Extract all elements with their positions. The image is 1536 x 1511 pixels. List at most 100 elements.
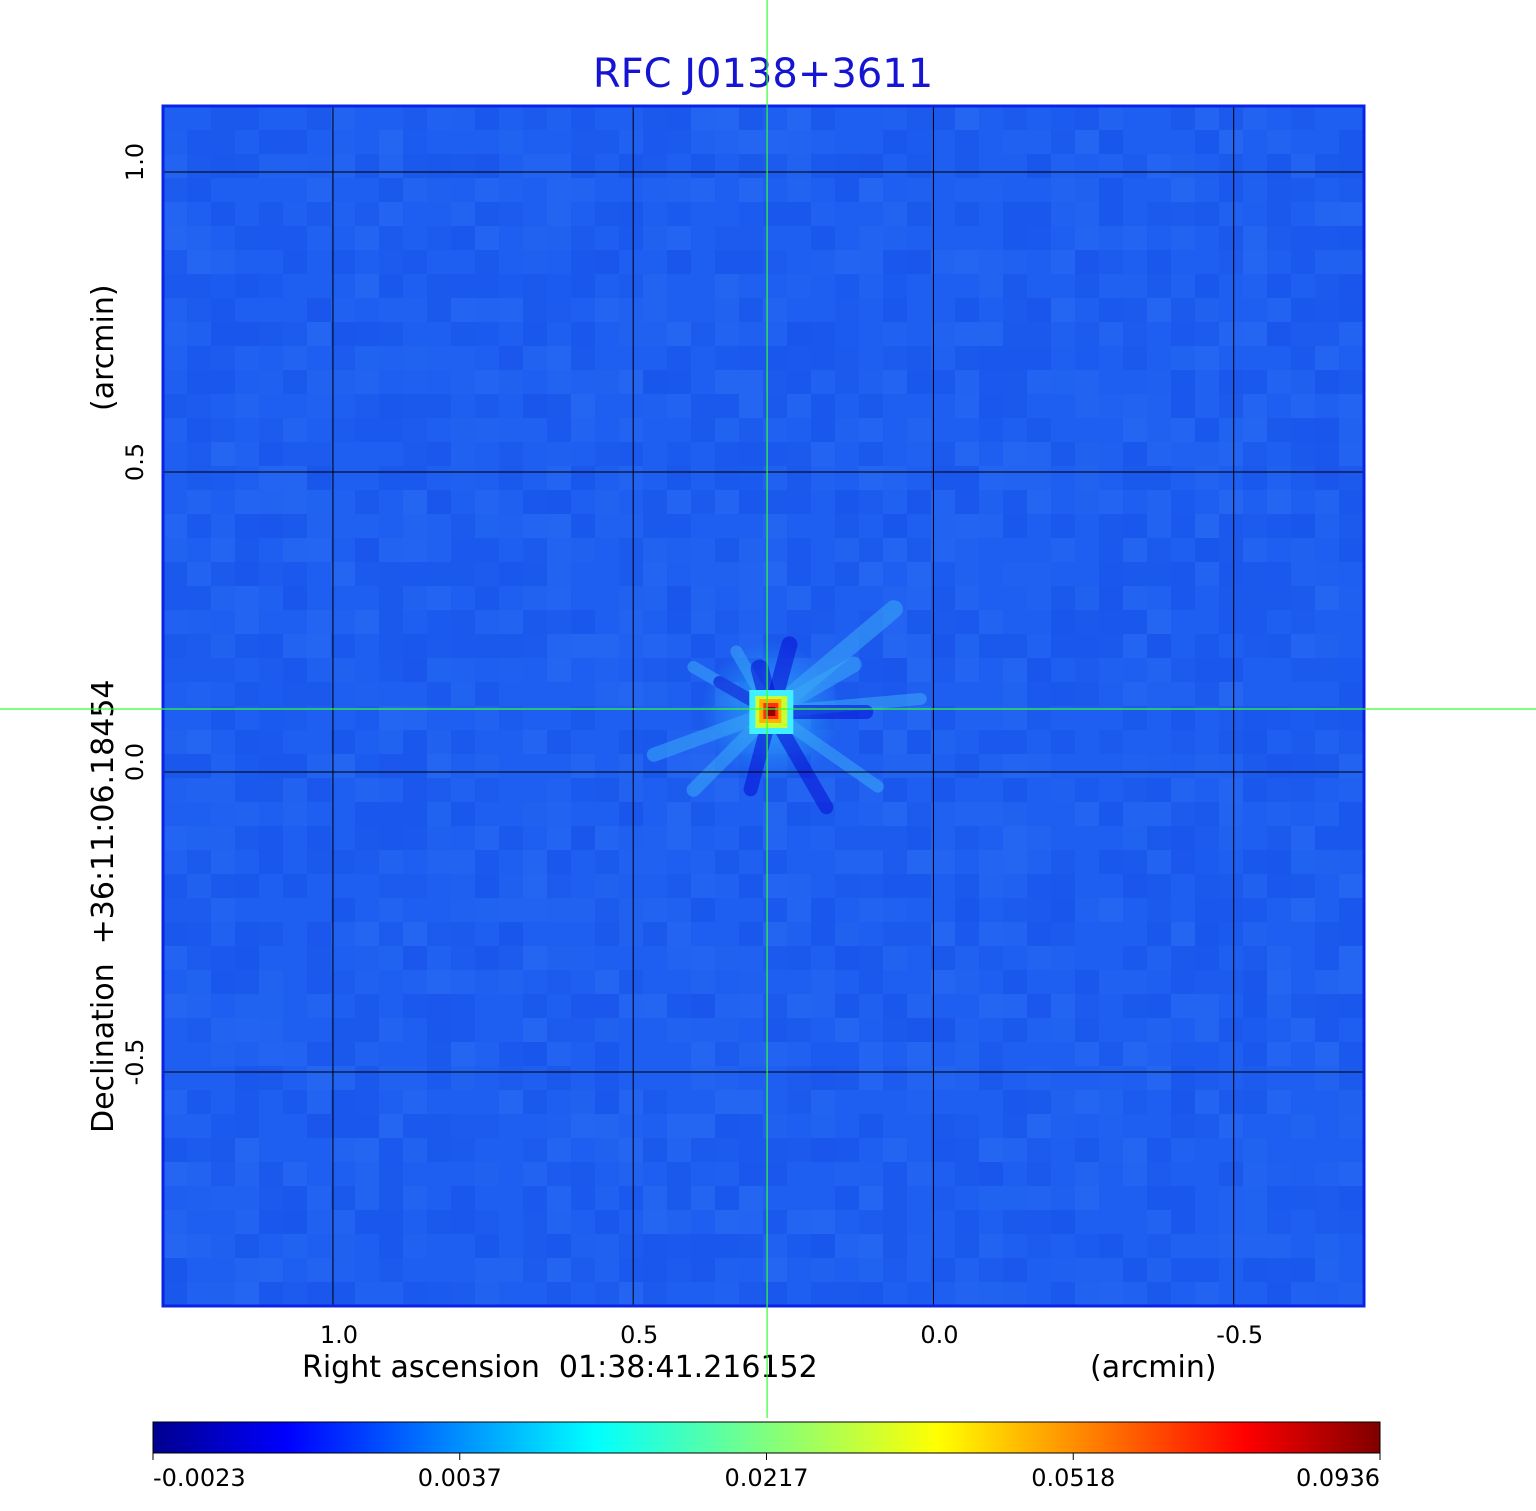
- noise-cell: [931, 634, 955, 658]
- noise-cell: [571, 634, 595, 658]
- noise-cell: [667, 1114, 691, 1138]
- noise-cell: [739, 610, 763, 634]
- noise-cell: [643, 154, 667, 178]
- noise-cell: [451, 1138, 475, 1162]
- noise-cell: [643, 322, 667, 346]
- noise-cell: [619, 1282, 643, 1306]
- noise-cell: [235, 514, 259, 538]
- noise-cell: [1075, 1282, 1099, 1306]
- noise-cell: [187, 250, 211, 274]
- noise-cell: [259, 466, 283, 490]
- noise-cell: [355, 922, 379, 946]
- noise-cell: [1123, 1042, 1147, 1066]
- noise-cell: [1003, 562, 1027, 586]
- plot-frame: [161, 104, 1366, 1308]
- noise-cell: [1339, 394, 1363, 418]
- colorbar-ticks: -0.0023 0.0037 0.0217 0.0518 0.0936: [152, 1453, 1381, 1492]
- noise-cell: [1315, 1042, 1339, 1066]
- noise-cell: [1315, 514, 1339, 538]
- noise-cell: [1075, 802, 1099, 826]
- noise-cell: [1147, 418, 1171, 442]
- noise-cell: [619, 826, 643, 850]
- noise-cell: [331, 1138, 355, 1162]
- noise-cell: [1243, 106, 1267, 130]
- noise-cell: [811, 370, 835, 394]
- noise-cell: [1195, 202, 1219, 226]
- noise-cell: [427, 826, 451, 850]
- noise-cell: [907, 1282, 931, 1306]
- noise-cell: [883, 538, 907, 562]
- noise-cell: [739, 226, 763, 250]
- noise-cell: [955, 1234, 979, 1258]
- noise-cell: [907, 850, 931, 874]
- noise-cell: [403, 754, 427, 778]
- noise-cell: [1075, 658, 1099, 682]
- noise-cell: [811, 994, 835, 1018]
- noise-cell: [1027, 850, 1051, 874]
- noise-cell: [259, 490, 283, 514]
- noise-cell: [475, 634, 499, 658]
- noise-cell: [451, 946, 475, 970]
- noise-cell: [859, 1114, 883, 1138]
- noise-cell: [859, 490, 883, 514]
- noise-cell: [739, 1042, 763, 1066]
- coordinate-grid: [163, 106, 1364, 1306]
- noise-cell: [1291, 322, 1315, 346]
- noise-cell: [571, 1114, 595, 1138]
- noise-cell: [1219, 394, 1243, 418]
- noise-cell: [835, 418, 859, 442]
- x-tick-label: -0.5: [1216, 1321, 1263, 1349]
- noise-cell: [667, 370, 691, 394]
- noise-cell: [619, 802, 643, 826]
- noise-cell: [595, 202, 619, 226]
- noise-cell: [1051, 994, 1075, 1018]
- noise-cell: [787, 1042, 811, 1066]
- noise-cell: [859, 946, 883, 970]
- noise-cell: [691, 610, 715, 634]
- noise-cell: [931, 778, 955, 802]
- noise-cell: [1051, 514, 1075, 538]
- noise-cell: [547, 418, 571, 442]
- noise-cell: [235, 826, 259, 850]
- noise-cell: [883, 1162, 907, 1186]
- noise-cell: [1291, 514, 1315, 538]
- noise-cell: [691, 1258, 715, 1282]
- noise-cell: [595, 514, 619, 538]
- noise-cell: [1171, 346, 1195, 370]
- noise-cell: [355, 706, 379, 730]
- noise-cell: [1267, 466, 1291, 490]
- noise-cell: [1243, 1234, 1267, 1258]
- noise-cell: [1291, 826, 1315, 850]
- noise-cell: [1291, 586, 1315, 610]
- noise-cell: [355, 1042, 379, 1066]
- noise-cell: [523, 1210, 547, 1234]
- noise-cell: [1291, 634, 1315, 658]
- noise-cell: [1123, 394, 1147, 418]
- noise-cell: [1147, 1162, 1171, 1186]
- noise-cell: [931, 802, 955, 826]
- noise-cell: [163, 658, 187, 682]
- noise-cell: [211, 1114, 235, 1138]
- noise-cell: [907, 730, 931, 754]
- noise-cell: [979, 250, 1003, 274]
- noise-cell: [595, 1090, 619, 1114]
- noise-cell: [235, 1258, 259, 1282]
- noise-cell: [1171, 1210, 1195, 1234]
- noise-cell: [475, 178, 499, 202]
- noise-cell: [475, 298, 499, 322]
- noise-cell: [547, 850, 571, 874]
- noise-cell: [811, 610, 835, 634]
- noise-cell: [907, 250, 931, 274]
- noise-cell: [1171, 202, 1195, 226]
- noise-cell: [595, 370, 619, 394]
- noise-cell: [379, 586, 403, 610]
- noise-cell: [1363, 154, 1364, 178]
- noise-cell: [211, 106, 235, 130]
- noise-cell: [1363, 802, 1364, 826]
- noise-cell: [1195, 346, 1219, 370]
- noise-cell: [1315, 634, 1339, 658]
- noise-cell: [475, 154, 499, 178]
- noise-cell: [835, 250, 859, 274]
- noise-cell: [931, 322, 955, 346]
- noise-cell: [1315, 922, 1339, 946]
